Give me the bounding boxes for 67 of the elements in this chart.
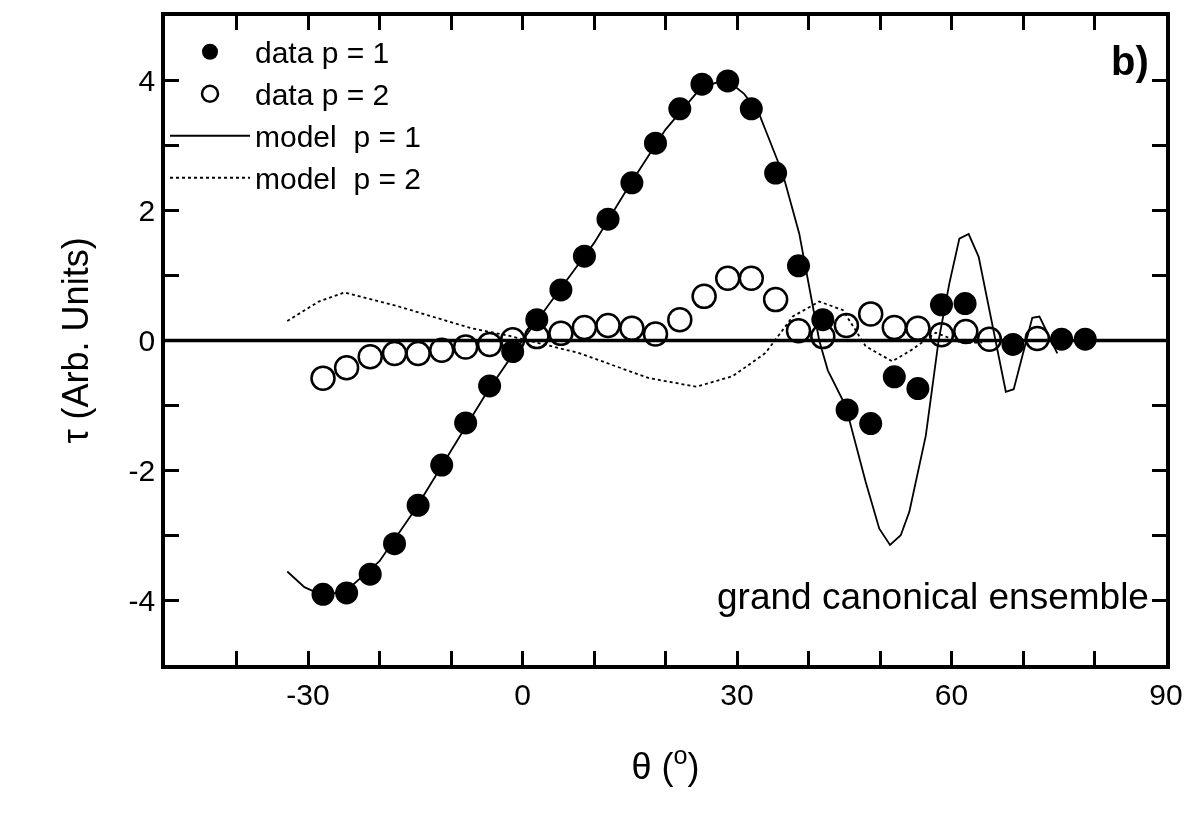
point [310, 365, 336, 391]
point [644, 131, 667, 155]
x-tick-label: 60 [934, 677, 969, 711]
y-axis-title: τ (Arb. Units) [54, 237, 96, 444]
point [428, 337, 455, 363]
x-axis-title: θ ($^{o}$) [631, 740, 700, 787]
y-tick-label: -4 [128, 583, 156, 617]
point [548, 320, 574, 347]
point [906, 377, 930, 401]
point [478, 374, 502, 398]
point [859, 412, 883, 436]
point [596, 207, 620, 231]
x-tick-label: 90 [1149, 677, 1183, 711]
point [381, 340, 408, 367]
point [1024, 325, 1051, 352]
point [953, 292, 977, 315]
point [738, 265, 765, 291]
point [762, 286, 789, 313]
point [405, 340, 431, 367]
point [357, 343, 383, 370]
point [833, 312, 860, 339]
y-tick-label: 4 [138, 64, 156, 98]
point [928, 321, 955, 348]
point [454, 411, 478, 435]
point [835, 398, 859, 422]
point [857, 301, 884, 327]
point [452, 334, 479, 360]
x-tick-label: 0 [514, 677, 531, 711]
y-tick-label: 0 [138, 324, 156, 357]
point [383, 532, 407, 556]
point [406, 493, 430, 517]
point [905, 315, 931, 341]
x-tick-label: 30 [720, 677, 754, 711]
legend-label: model p = 1 [255, 120, 421, 154]
point [930, 293, 953, 317]
point [620, 171, 644, 195]
y-tick-label: 2 [138, 194, 156, 228]
legend-label: data p = 2 [255, 78, 390, 112]
point [953, 318, 979, 345]
point [976, 326, 1003, 352]
point [335, 581, 359, 605]
point [642, 321, 669, 347]
point [764, 161, 788, 185]
point [619, 315, 645, 341]
point [787, 254, 810, 278]
point [358, 562, 382, 586]
point [668, 97, 692, 121]
point [476, 331, 503, 358]
annotation: grand canonical ensemble [717, 576, 1149, 617]
point [690, 72, 714, 96]
point [785, 318, 812, 344]
point [430, 453, 454, 477]
y-tick-label: -2 [128, 453, 156, 487]
point [714, 265, 741, 291]
point [571, 314, 598, 341]
point [667, 306, 693, 333]
point [572, 244, 596, 268]
annotation: b) [1111, 39, 1149, 83]
legend-label: data p = 1 [255, 36, 390, 70]
point [691, 283, 717, 310]
point [882, 365, 906, 389]
point [595, 312, 621, 339]
point [881, 314, 908, 341]
point [739, 97, 763, 121]
point [333, 355, 360, 381]
x-tick-label: -30 [286, 677, 330, 711]
legend-label: model p = 2 [255, 162, 421, 196]
